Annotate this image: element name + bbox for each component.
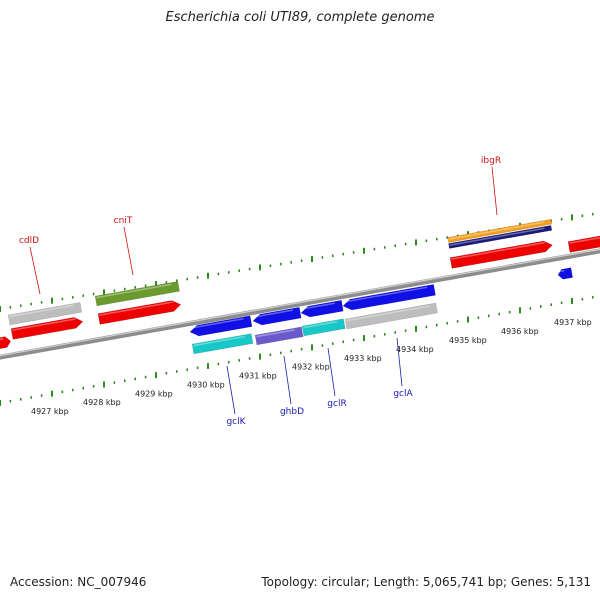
feature-orange — [447, 218, 553, 243]
cds-red-1 — [0, 336, 12, 350]
feature-cyan-1-shine — [193, 335, 245, 347]
feature-gray-1-shine — [9, 304, 74, 318]
cds-blue-3 — [300, 299, 344, 318]
axis-label: 4935 kbp — [449, 336, 487, 345]
feature-gray-1-shape — [7, 302, 83, 326]
cds-red-4 — [449, 240, 553, 269]
feature-olive — [94, 281, 180, 307]
gene-label: gclR — [327, 399, 346, 409]
cds-blue-2-shape — [252, 306, 302, 326]
cds-blue-small — [557, 267, 573, 280]
cds-blue-4-shine — [343, 286, 428, 303]
label-leaders — [29, 166, 498, 415]
feature-gray-1 — [7, 302, 83, 326]
gene-label: cdlD — [19, 236, 39, 246]
axis-label: 4928 kbp — [83, 398, 121, 407]
feature-gray-2-shine — [346, 305, 430, 322]
genome-backbone — [0, 248, 600, 360]
feature-orange-shine — [448, 221, 545, 240]
cds-blue-2-shine — [253, 309, 293, 318]
feature-gray-2 — [344, 302, 438, 330]
cds-red-4-shape — [449, 240, 553, 269]
feature-slate-shine — [256, 329, 295, 338]
cds-red-1-shape — [0, 336, 12, 350]
cds-red-5 — [567, 235, 600, 253]
cds-blue-3-shape — [300, 299, 344, 318]
genome-title: Escherichia coli UTI89, complete genome — [165, 10, 435, 25]
feature-cyan-1 — [191, 333, 254, 355]
feature-slate — [254, 326, 304, 346]
cds-red-3-shine — [99, 301, 174, 316]
leader-line — [123, 226, 134, 276]
cds-red-1-shine — [0, 338, 4, 341]
feature-track — [0, 218, 600, 355]
gene-label: ibgR — [481, 156, 501, 166]
cds-blue-gclk — [189, 315, 253, 337]
feature-slate-shape — [254, 326, 304, 346]
leader-line — [327, 347, 336, 397]
cds-blue-4 — [342, 284, 436, 311]
leader-line — [29, 246, 41, 295]
feature-cyan-2-shine — [303, 320, 338, 329]
axis-label: 4927 kbp — [31, 407, 69, 416]
cds-red-5-shine — [569, 236, 600, 244]
axis-label: 4936 kbp — [501, 327, 539, 336]
feature-orange-shape — [447, 218, 553, 243]
genome-summary-label: Topology: circular; Length: 5,065,741 bp… — [261, 575, 591, 589]
feature-navy — [448, 225, 553, 249]
gene-label: gclA — [393, 389, 413, 399]
backbone-line — [0, 248, 600, 360]
axis-label: 4930 kbp — [187, 381, 225, 390]
cds-blue-gclk-shine — [190, 317, 244, 329]
tick-track-bottom — [0, 296, 594, 406]
feature-olive-shine — [96, 283, 172, 299]
leader-line — [491, 166, 498, 216]
labels-layer: 4927 kbp 4928 kbp 4929 kbp 4930 kbp 4931 kbp… — [19, 156, 592, 427]
leader-line — [283, 355, 292, 405]
feature-cyan-2 — [301, 318, 346, 337]
feature-navy-shape — [448, 225, 553, 249]
cds-red-2-shine — [12, 318, 76, 331]
cds-red-2 — [10, 317, 84, 340]
feature-navy-shine — [449, 227, 545, 246]
axis-label: 4932 kbp — [292, 363, 330, 372]
cds-blue-gclk-shape — [189, 315, 253, 337]
cds-red-3 — [97, 300, 182, 325]
axis-label: 4934 kbp — [396, 345, 434, 354]
leader-line — [226, 365, 236, 415]
gene-label: ghbD — [280, 407, 304, 417]
backbone-highlight — [0, 248, 600, 357]
cds-blue-2 — [252, 306, 302, 326]
tick-track-top — [0, 212, 594, 312]
feature-gray-2-shape — [344, 302, 438, 330]
cds-blue-small-shine — [558, 269, 565, 273]
cds-blue-3-shine — [301, 302, 335, 310]
cds-red-2-shape — [10, 317, 84, 340]
feature-olive-shape — [94, 281, 180, 307]
axis-label: 4931 kbp — [239, 372, 277, 381]
cds-blue-small-shape — [557, 267, 573, 280]
feature-cyan-2-shape — [301, 318, 346, 337]
cds-blue-4-shape — [342, 284, 436, 311]
axis-label: 4929 kbp — [135, 389, 173, 398]
gene-label: cniT — [114, 216, 133, 226]
cds-red-4-shine — [451, 241, 546, 260]
leader-line — [396, 337, 403, 387]
axis-label: 4933 kbp — [344, 354, 382, 363]
cds-red-3-shape — [97, 300, 182, 325]
cds-red-5-shape — [567, 235, 600, 253]
feature-cyan-1-shape — [191, 333, 254, 355]
axis-label: 4937 kbp — [554, 318, 592, 327]
accession-label: Accession: NC_007946 — [10, 575, 147, 589]
gene-label: gclK — [226, 417, 246, 427]
